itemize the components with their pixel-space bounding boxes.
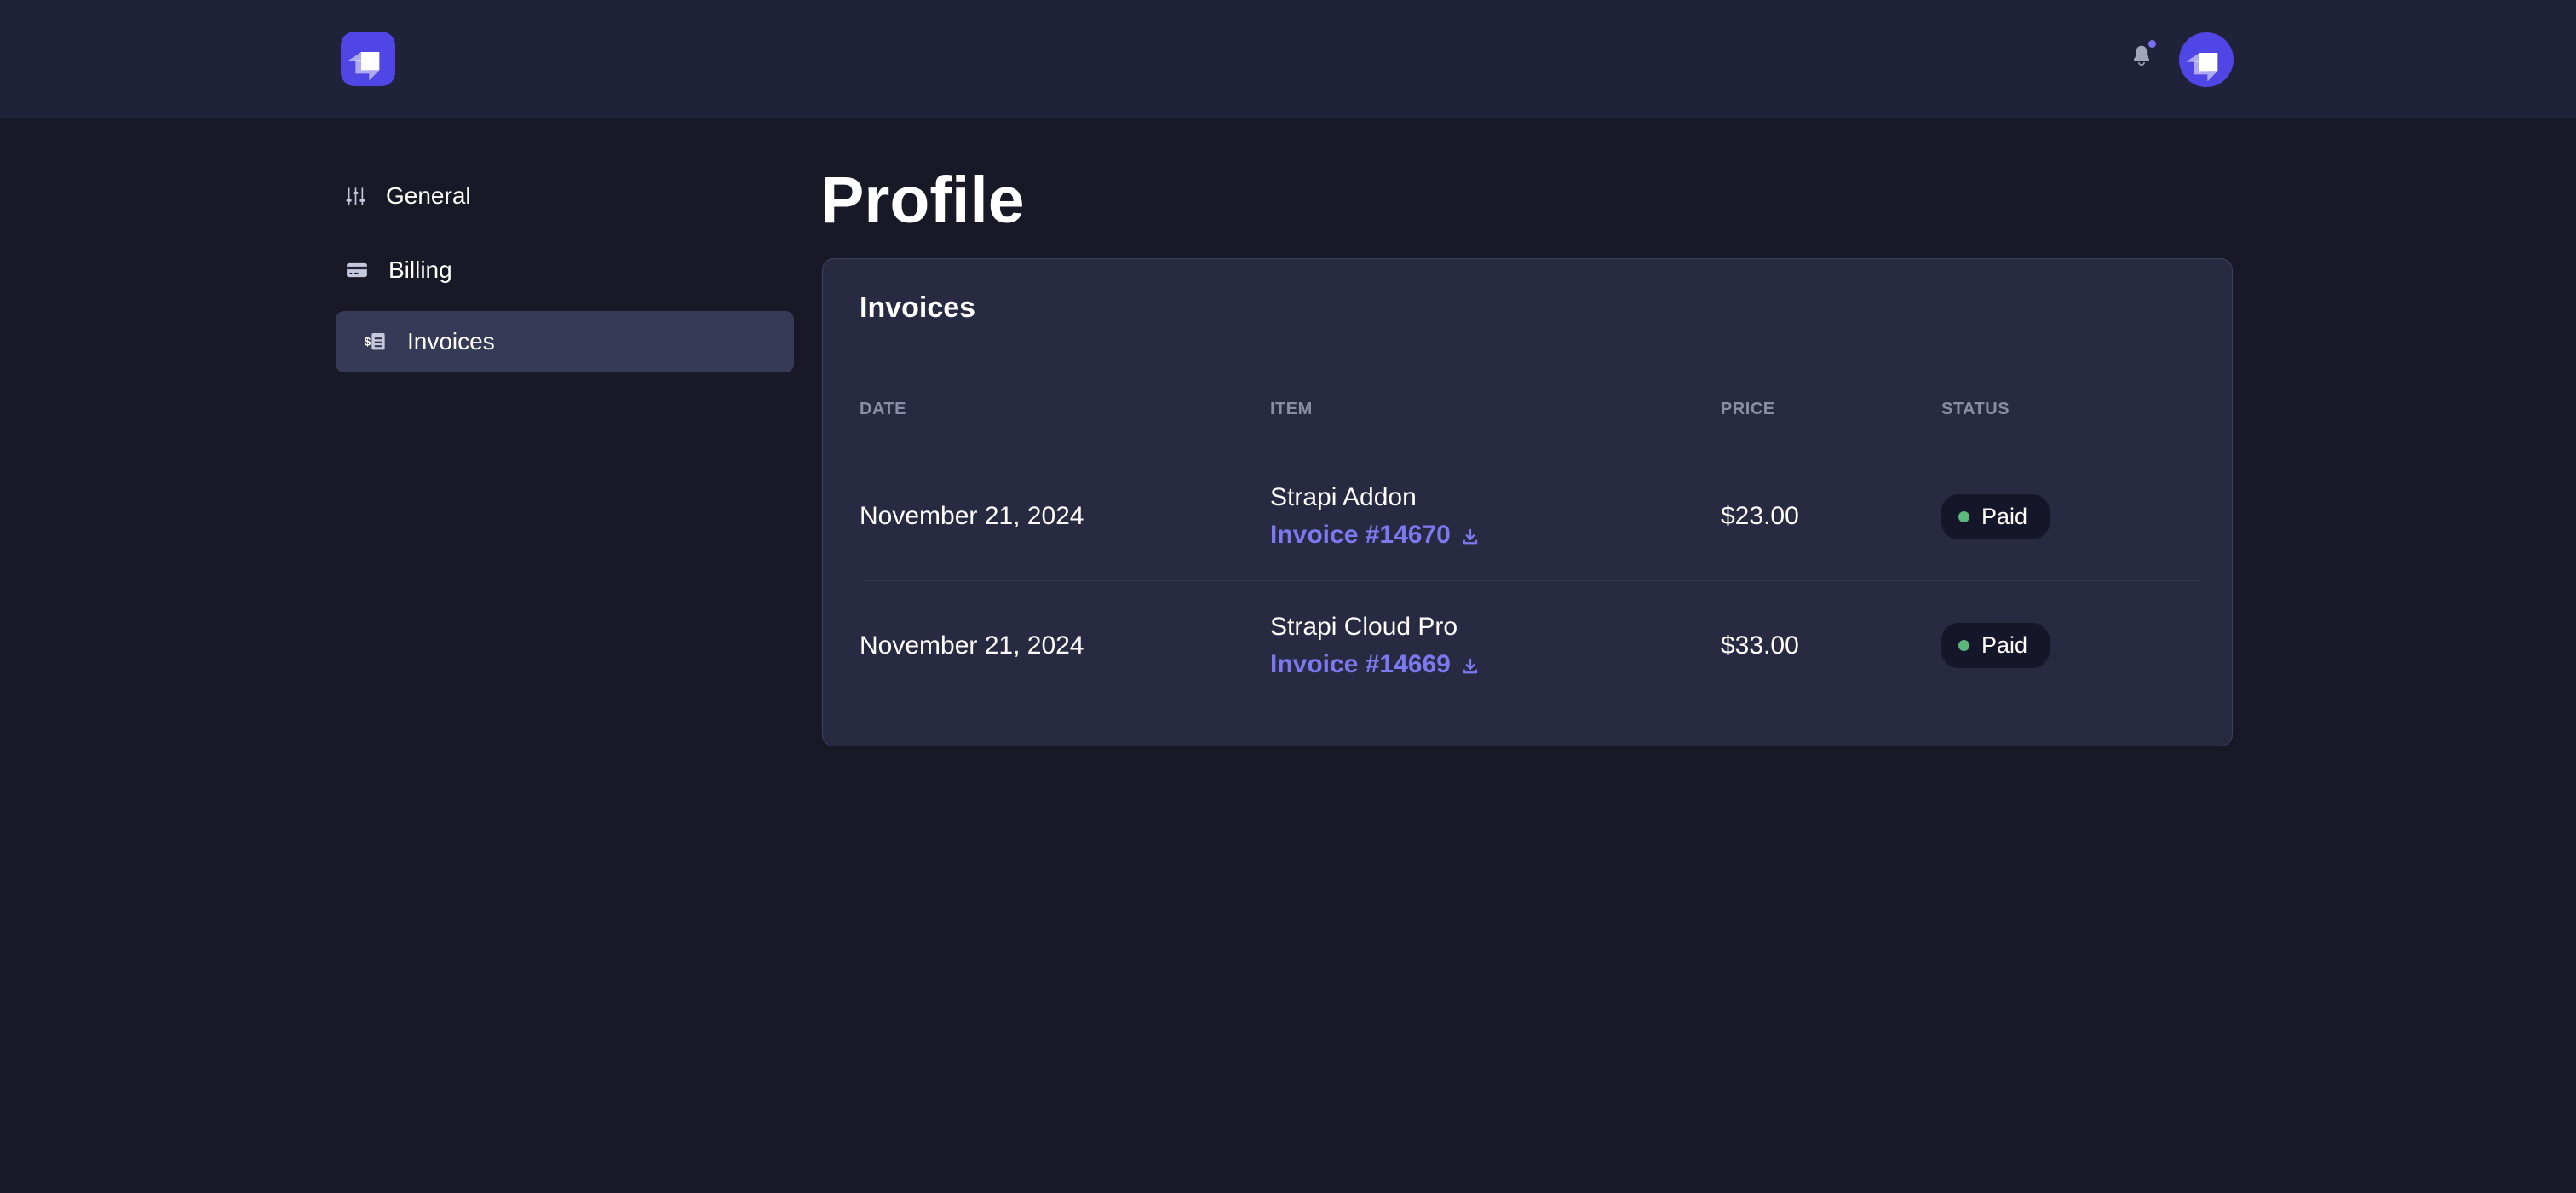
svg-text:$: $: [365, 335, 371, 348]
